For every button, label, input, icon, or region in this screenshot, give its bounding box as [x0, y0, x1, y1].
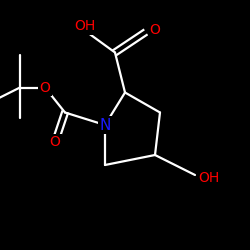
Text: N: N [99, 118, 111, 132]
Text: O: O [40, 80, 50, 94]
Text: OH: OH [198, 170, 220, 184]
Text: O: O [150, 23, 160, 37]
Text: OH: OH [74, 19, 96, 33]
Text: O: O [50, 136, 60, 149]
